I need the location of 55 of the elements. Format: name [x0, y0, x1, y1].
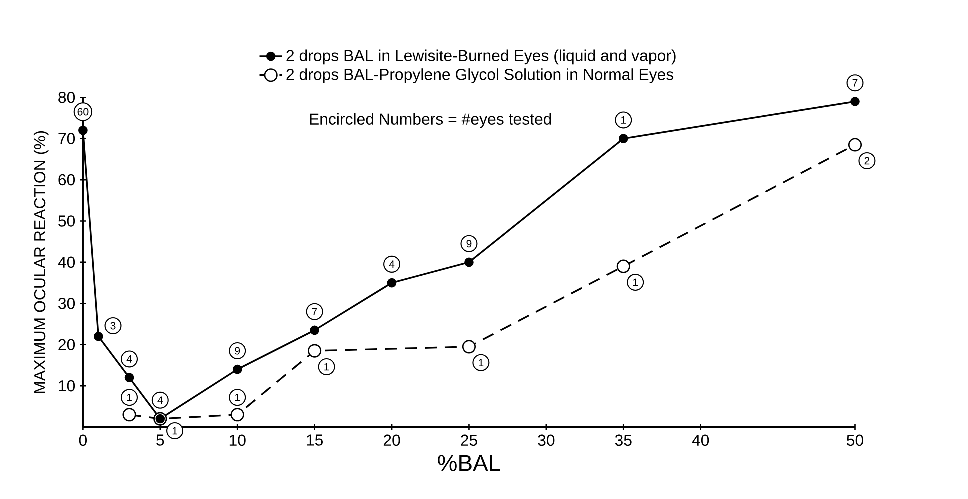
point: [122, 408, 136, 422]
annotation: 7: [312, 308, 318, 316]
x-tick-label: 50: [847, 434, 864, 446]
x-tick-label: 35: [615, 434, 632, 446]
y-tick-label: 40: [58, 256, 76, 268]
point: [616, 260, 630, 274]
x-tick-label: 25: [461, 434, 478, 446]
annotation: 4: [389, 260, 395, 268]
legend-label: 2 drops BAL in Lewisite-Burned Eyes (liquid and vapor): [286, 50, 676, 65]
x-tick-label: 30: [538, 434, 555, 446]
annotation: 1: [235, 394, 240, 402]
y-tick-label: 20: [58, 339, 76, 350]
annotation: 9: [466, 240, 472, 248]
annotation: 1: [621, 116, 626, 124]
point: [232, 364, 242, 374]
point: [78, 126, 88, 136]
x-tick-label: 20: [384, 434, 400, 446]
point: [850, 97, 860, 106]
y-tick-label: 10: [59, 380, 76, 392]
annotation: 1: [633, 278, 638, 286]
point: [124, 373, 134, 382]
annotation: 1: [479, 359, 484, 366]
point: [848, 138, 862, 152]
x-axis-title: %BAL: [438, 455, 500, 472]
point: [618, 134, 628, 144]
point: [94, 332, 104, 342]
annotation: 4: [158, 396, 164, 404]
annotation: 9: [235, 347, 240, 355]
point: [310, 326, 320, 336]
point: [462, 340, 476, 354]
x-tick-label: 10: [230, 434, 246, 446]
y-tick-label: 60: [58, 174, 76, 186]
annotation: 3: [110, 322, 116, 330]
annotation: 1: [127, 394, 132, 402]
annotation: 1: [324, 363, 330, 371]
y-tick-label: 30: [58, 298, 76, 310]
annotation: 4: [126, 356, 132, 363]
y-tick-label: 80: [58, 92, 76, 104]
annotation: Encircled Numbers = #eyes tested: [310, 113, 552, 128]
x-tick-label: 40: [692, 434, 710, 446]
point: [230, 408, 244, 422]
y-tick-label: 70: [58, 133, 76, 144]
annotation: 7: [852, 79, 858, 87]
point: [464, 258, 474, 268]
annotation: 1: [172, 427, 178, 435]
legend-label: 2 drops BAL-Propylene Glycol Solution in Normal Eyes: [286, 68, 674, 84]
x-tick-label: 5: [156, 434, 164, 446]
y-tick-label: 50: [58, 216, 76, 227]
annotation: 60: [78, 108, 89, 116]
point: [387, 278, 397, 288]
x-tick-label: 15: [307, 434, 323, 446]
point: [308, 344, 322, 358]
annotation: 2: [864, 157, 870, 165]
x-tick-label: 0: [79, 434, 88, 446]
y-axis-title: MAXIMUM OCULAR REACTION (%): [34, 131, 49, 394]
